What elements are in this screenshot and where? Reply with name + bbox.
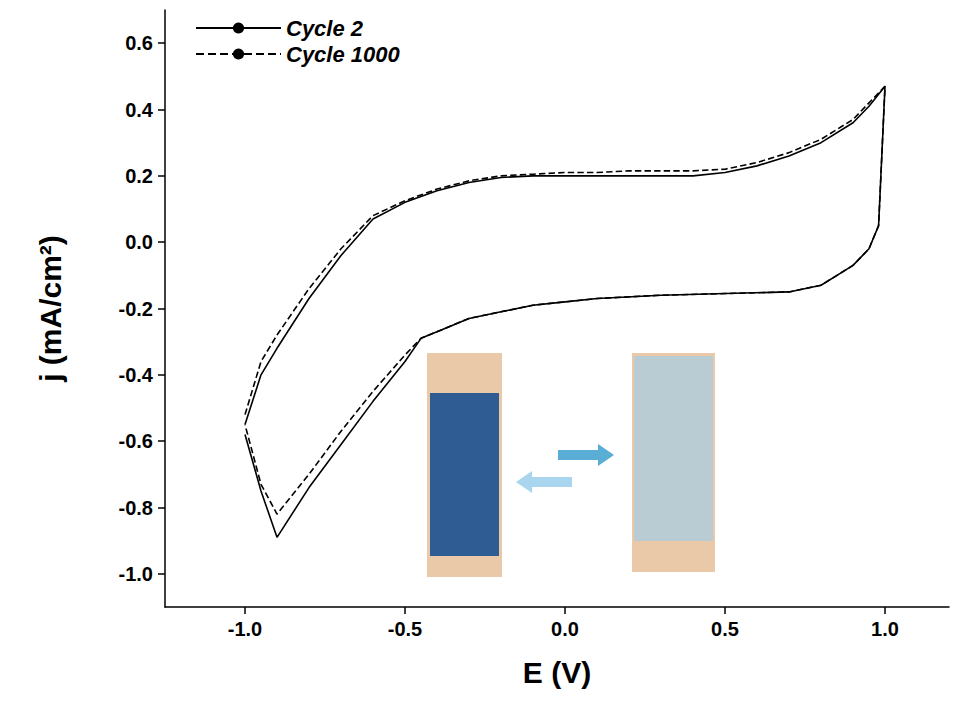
svg-text:j (mA/cm²): j (mA/cm²) bbox=[34, 235, 67, 383]
svg-text:-0.5: -0.5 bbox=[388, 618, 422, 640]
svg-text:Cycle 2: Cycle 2 bbox=[286, 16, 364, 41]
svg-text:E (V): E (V) bbox=[523, 656, 591, 689]
svg-text:0.0: 0.0 bbox=[125, 231, 153, 253]
svg-text:1.0: 1.0 bbox=[871, 618, 899, 640]
svg-text:-0.4: -0.4 bbox=[119, 364, 154, 386]
svg-text:Cycle 1000: Cycle 1000 bbox=[286, 42, 401, 67]
svg-text:-0.2: -0.2 bbox=[119, 298, 153, 320]
svg-text:-1.0: -1.0 bbox=[228, 618, 262, 640]
svg-text:-0.6: -0.6 bbox=[119, 430, 153, 452]
svg-text:0.0: 0.0 bbox=[551, 618, 579, 640]
svg-text:0.6: 0.6 bbox=[125, 32, 153, 54]
svg-text:-0.8: -0.8 bbox=[119, 497, 153, 519]
svg-text:0.4: 0.4 bbox=[125, 99, 154, 121]
svg-text:0.2: 0.2 bbox=[125, 165, 153, 187]
svg-text:0.5: 0.5 bbox=[711, 618, 739, 640]
svg-text:-1.0: -1.0 bbox=[119, 563, 153, 585]
